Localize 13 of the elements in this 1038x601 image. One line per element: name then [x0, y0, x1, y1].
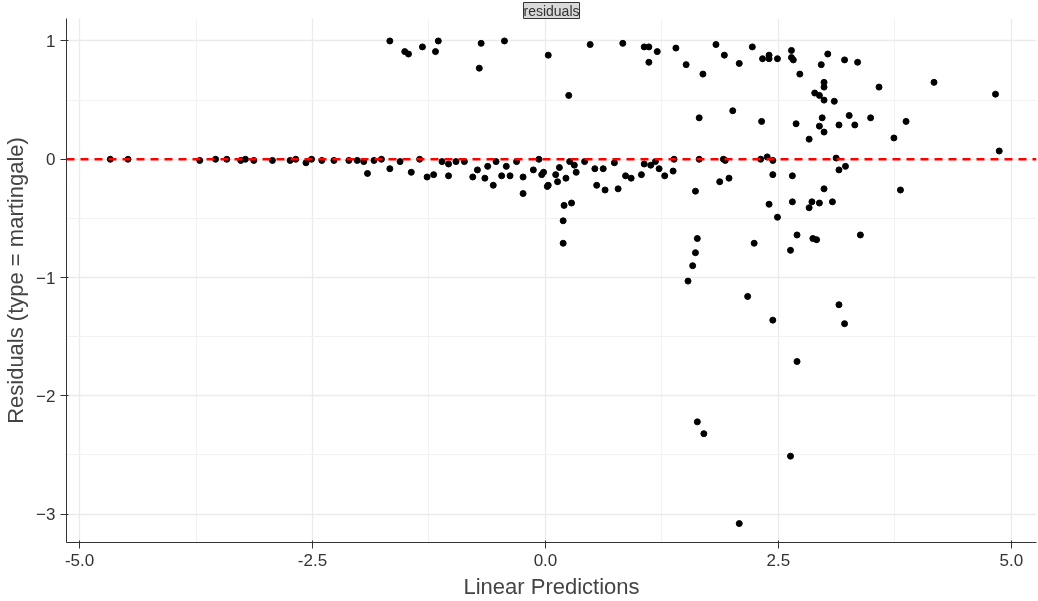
x-tick-label: 2.5: [766, 550, 791, 570]
y-tick-label: 0: [46, 150, 56, 170]
y-tick-label: 1: [46, 31, 56, 51]
x-tick-label: 5.0: [999, 550, 1024, 570]
chart-title: residuals: [523, 2, 580, 19]
y-axis-title: Residuals (type = martingale): [3, 137, 29, 424]
y-tick-label: −1: [36, 268, 56, 288]
y-tick-label: −3: [36, 505, 56, 525]
x-axis-title: Linear Predictions: [463, 573, 640, 599]
x-tick-label: 0.0: [533, 550, 558, 570]
x-tick-label: -5.0: [64, 550, 95, 570]
y-tick-label: −2: [36, 386, 56, 406]
x-tick-label: -2.5: [297, 550, 328, 570]
